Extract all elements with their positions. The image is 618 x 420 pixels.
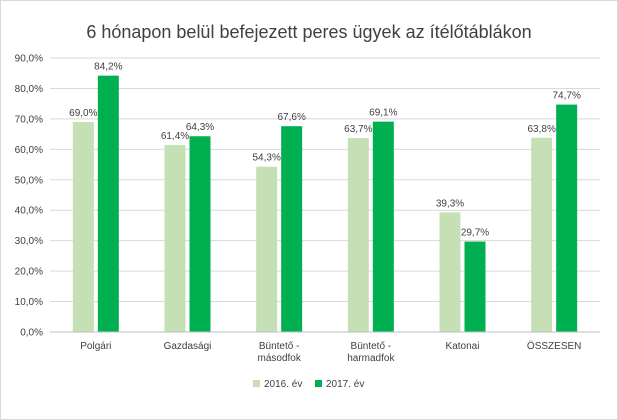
bar[interactable] xyxy=(372,121,394,332)
category-label: Büntető - xyxy=(351,341,392,352)
y-tick-label: 10,0% xyxy=(15,297,43,308)
data-label: 69,1% xyxy=(369,108,397,119)
category-label: ÖSSZESEN xyxy=(527,340,581,352)
legend-item[interactable]: 2017. év xyxy=(315,379,364,390)
y-tick-label: 70,0% xyxy=(15,114,43,125)
legend-item[interactable]: 2016. év xyxy=(253,379,302,390)
category-label: Katonai xyxy=(446,341,480,352)
bar[interactable] xyxy=(531,137,553,332)
bar[interactable] xyxy=(464,241,486,332)
category-label: Polgári xyxy=(80,341,111,352)
y-tick-label: 20,0% xyxy=(15,267,43,278)
bar[interactable] xyxy=(97,75,119,332)
bar[interactable] xyxy=(256,166,278,332)
data-label: 39,3% xyxy=(436,198,464,209)
y-tick-label: 30,0% xyxy=(15,236,43,247)
bar[interactable] xyxy=(347,138,369,332)
bar[interactable] xyxy=(164,145,186,332)
y-tick-label: 40,0% xyxy=(15,206,43,217)
data-label: 29,7% xyxy=(461,228,489,239)
category-label: Gazdasági xyxy=(164,341,212,352)
data-label: 67,6% xyxy=(277,112,305,123)
gridlines xyxy=(50,57,600,303)
legend[interactable]: 2016. év 2017. év xyxy=(253,379,364,390)
data-label: 63,7% xyxy=(344,124,372,135)
chart-title: 6 hónapon belül befejezett peres ügyek a… xyxy=(86,22,531,42)
category-label: harmadfok xyxy=(347,353,395,364)
legend-label: 2016. év xyxy=(264,379,302,390)
bar[interactable] xyxy=(556,104,578,332)
data-label: 63,8% xyxy=(527,124,555,135)
category-label: másodfok xyxy=(257,353,301,364)
x-axis-category-labels: Polgári Gazdasági Büntető -másodfokBüntető… xyxy=(80,340,581,364)
legend-swatch xyxy=(315,380,322,387)
legend-swatch xyxy=(253,380,260,387)
data-labels: 69,0% 84,2% 61,4%64,3% 54,3% 67,6% 63,7% 69,1%… xyxy=(69,62,581,239)
data-label: 74,7% xyxy=(552,91,580,102)
y-axis-tick-labels: 0,0% 10,0% 20,0% 30,0% 40,0% 50,0% 60,0% 70,0% 8… xyxy=(15,54,43,339)
data-label: 54,3% xyxy=(252,153,280,164)
y-tick-label: 60,0% xyxy=(15,145,43,156)
y-tick-label: 90,0% xyxy=(15,54,43,65)
data-label: 69,0% xyxy=(69,108,97,119)
bar[interactable] xyxy=(439,212,461,332)
y-tick-label: 50,0% xyxy=(15,175,43,186)
legend-label: 2017. év xyxy=(326,379,364,390)
data-label: 61,4% xyxy=(161,131,189,142)
bar[interactable] xyxy=(281,126,303,332)
data-label: 64,3% xyxy=(186,122,214,133)
bar[interactable] xyxy=(189,136,211,332)
y-tick-label: 0,0% xyxy=(20,328,43,339)
bar[interactable] xyxy=(72,121,94,332)
y-tick-label: 80,0% xyxy=(15,84,43,95)
bars xyxy=(72,75,578,332)
category-label: Büntető - xyxy=(259,341,300,352)
data-label: 84,2% xyxy=(94,62,122,73)
